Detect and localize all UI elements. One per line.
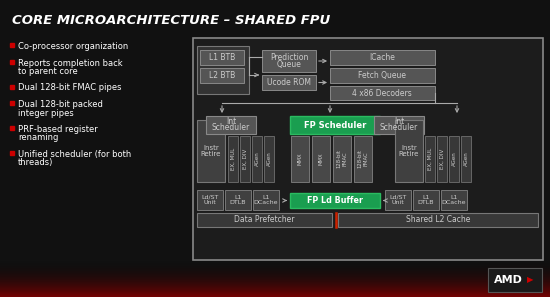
Text: ICache: ICache	[369, 53, 395, 62]
Text: Shared L2 Cache: Shared L2 Cache	[406, 216, 470, 225]
Text: L1 BTB: L1 BTB	[209, 53, 235, 62]
Text: Co-processor organization: Co-processor organization	[18, 42, 128, 51]
Bar	[330, 86, 435, 100]
Bar	[228, 136, 238, 182]
Text: L1
DCache: L1 DCache	[442, 195, 466, 206]
Text: Int: Int	[394, 116, 404, 126]
Text: Instr
Retire: Instr Retire	[399, 145, 419, 157]
Bar	[330, 68, 435, 83]
Bar	[197, 190, 223, 210]
Bar	[437, 136, 447, 182]
Text: EX, DIV: EX, DIV	[439, 149, 444, 169]
Bar	[374, 116, 424, 134]
Text: MMX: MMX	[298, 153, 302, 165]
Text: AGen: AGen	[255, 152, 260, 166]
Bar	[333, 136, 351, 182]
Bar	[264, 136, 274, 182]
Text: Scheduler: Scheduler	[212, 124, 250, 132]
Bar	[488, 268, 542, 292]
Bar	[441, 190, 467, 210]
Text: Scheduler: Scheduler	[380, 124, 418, 132]
Text: Data Prefetcher: Data Prefetcher	[234, 216, 294, 225]
Text: L2 BTB: L2 BTB	[209, 71, 235, 80]
Bar	[262, 50, 316, 72]
Text: 128-bit
FMAC: 128-bit FMAC	[358, 149, 368, 168]
Text: integer pipes: integer pipes	[18, 108, 74, 118]
Text: L1
DCache: L1 DCache	[254, 195, 278, 206]
Text: AMD: AMD	[493, 275, 522, 285]
Text: Queue: Queue	[277, 61, 301, 69]
Bar	[330, 50, 435, 65]
Text: EX, DIV: EX, DIV	[243, 149, 248, 169]
Bar	[312, 136, 330, 182]
Text: Unified scheduler (for both: Unified scheduler (for both	[18, 150, 131, 159]
Text: Ld/ST
Unit: Ld/ST Unit	[389, 195, 406, 206]
Bar	[197, 120, 225, 182]
Bar	[449, 136, 459, 182]
Bar	[200, 50, 244, 65]
Text: ▶: ▶	[527, 276, 534, 285]
Bar	[262, 75, 316, 90]
Text: Prediction: Prediction	[270, 53, 308, 61]
Bar	[290, 193, 380, 208]
Text: Int: Int	[226, 116, 236, 126]
Text: renaming: renaming	[18, 133, 58, 143]
Bar	[253, 190, 279, 210]
Bar	[425, 136, 435, 182]
Text: 4 x86 Decoders: 4 x86 Decoders	[352, 89, 412, 97]
Bar	[225, 190, 251, 210]
Bar	[197, 46, 249, 94]
Text: Ld/ST
Unit: Ld/ST Unit	[201, 195, 219, 206]
Bar	[290, 116, 380, 134]
Text: AGen: AGen	[267, 152, 272, 166]
Text: AGen: AGen	[464, 152, 469, 166]
Text: L1
DTLB: L1 DTLB	[418, 195, 434, 206]
Text: CORE MICROARCHITECTURE – SHARED FPU: CORE MICROARCHITECTURE – SHARED FPU	[12, 14, 330, 27]
Text: Dual 128-bit FMAC pipes: Dual 128-bit FMAC pipes	[18, 83, 122, 92]
Text: threads): threads)	[18, 159, 53, 168]
Text: L1
DTLB: L1 DTLB	[230, 195, 246, 206]
Text: to parent core: to parent core	[18, 67, 78, 76]
Bar	[206, 116, 256, 134]
Text: MMX: MMX	[318, 153, 323, 165]
Bar	[395, 120, 423, 182]
Text: 128-bit
FMAC: 128-bit FMAC	[337, 149, 348, 168]
Text: FP Scheduler: FP Scheduler	[304, 121, 366, 129]
Text: Ucode ROM: Ucode ROM	[267, 78, 311, 87]
Bar	[291, 136, 309, 182]
Text: Fetch Queue: Fetch Queue	[358, 71, 406, 80]
Bar	[338, 213, 538, 227]
Bar	[240, 136, 250, 182]
Bar	[385, 190, 411, 210]
Text: FP Ld Buffer: FP Ld Buffer	[307, 196, 363, 205]
Bar	[461, 136, 471, 182]
Text: EX, MUL: EX, MUL	[230, 148, 235, 170]
Bar	[197, 213, 332, 227]
Bar	[193, 38, 543, 260]
Text: EX, MUL: EX, MUL	[427, 148, 432, 170]
Bar	[200, 68, 244, 83]
Bar	[252, 136, 262, 182]
Text: AGen: AGen	[452, 152, 456, 166]
Bar	[413, 190, 439, 210]
Bar	[354, 136, 372, 182]
Text: PRF-based register: PRF-based register	[18, 125, 98, 134]
Text: Reports completion back: Reports completion back	[18, 59, 123, 67]
Text: Instr
Retire: Instr Retire	[201, 145, 221, 157]
Text: Dual 128-bit packed: Dual 128-bit packed	[18, 100, 103, 109]
